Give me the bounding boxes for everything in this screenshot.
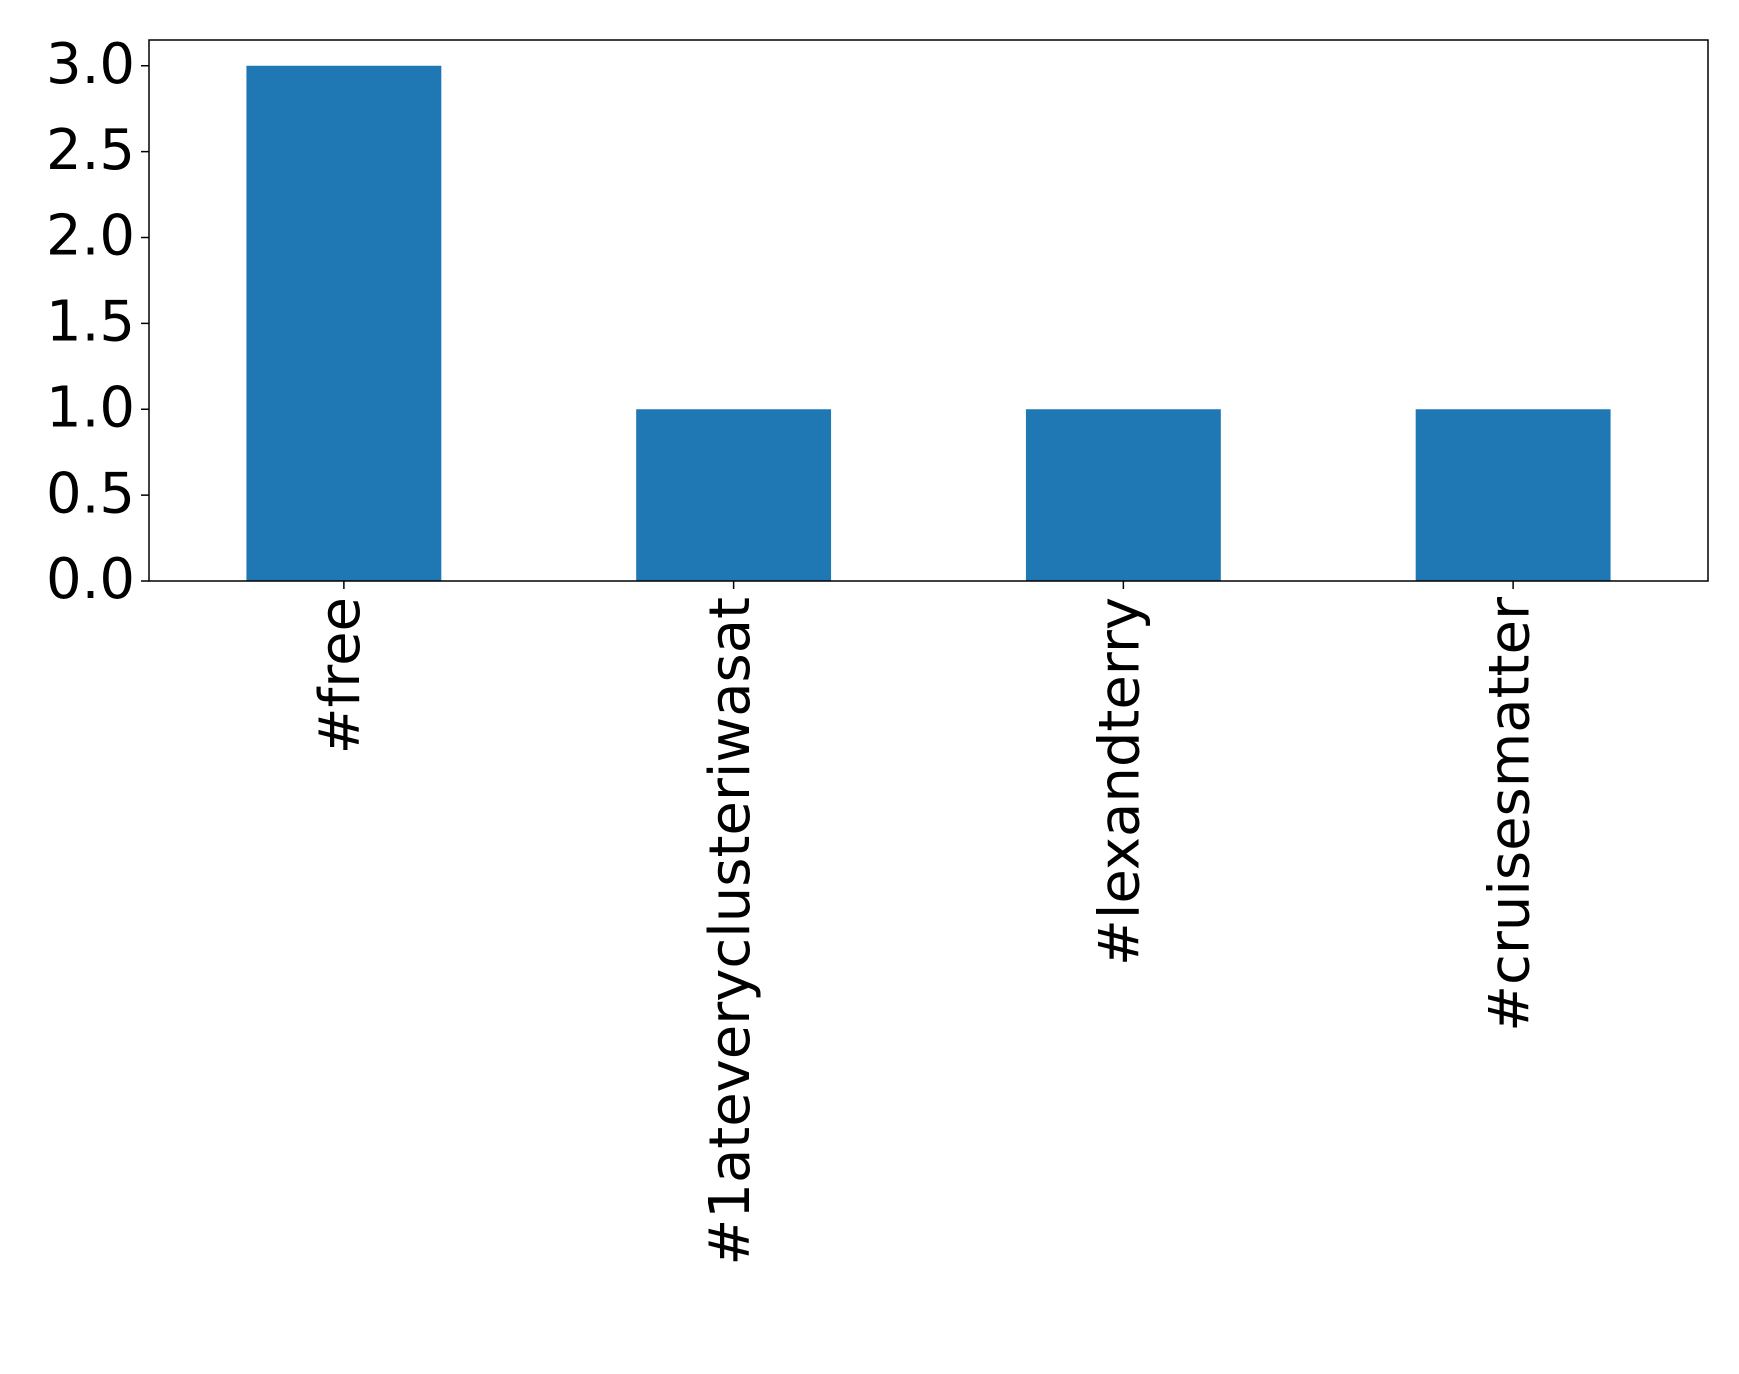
- bar: [246, 65, 442, 581]
- y-tick-label: 2.5: [46, 118, 135, 183]
- x-tick-label: #1ateveryclusteriwasat: [698, 597, 763, 1266]
- plot-frame: [148, 39, 1709, 582]
- x-tick-label: #lexandterry: [1088, 597, 1153, 966]
- bar: [636, 409, 832, 581]
- y-tick-label: 3.0: [46, 32, 135, 97]
- y-tick-label: 0.0: [46, 547, 135, 612]
- y-tick-label: 0.5: [46, 461, 135, 526]
- y-tick-label: 2.0: [46, 204, 135, 269]
- bar: [1025, 409, 1221, 581]
- x-tick-label: #cruisesmatter: [1477, 596, 1542, 1032]
- y-tick-label: 1.5: [46, 290, 135, 355]
- x-tick-label: #free: [308, 597, 373, 754]
- y-tick-label: 1.0: [46, 375, 135, 440]
- bar: [1415, 409, 1611, 581]
